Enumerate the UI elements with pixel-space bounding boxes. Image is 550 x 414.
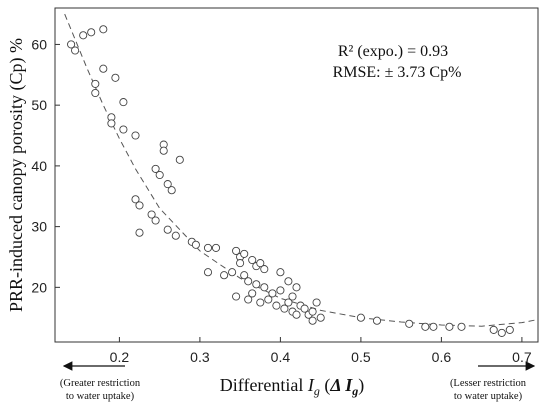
data-point	[276, 268, 285, 277]
data-point	[91, 88, 100, 98]
data-point	[280, 304, 289, 313]
data-point	[151, 164, 160, 173]
data-point	[248, 289, 257, 298]
data-point	[264, 295, 273, 304]
data-point	[232, 246, 241, 255]
right-note-line-2: to water uptake)	[454, 391, 523, 402]
y-tick-label: 50	[31, 97, 47, 113]
data-point	[248, 255, 257, 265]
data-point	[284, 277, 293, 286]
data-point	[457, 322, 466, 331]
data-point	[308, 316, 317, 325]
fit-curve	[64, 13, 539, 327]
y-tick-label: 20	[31, 279, 47, 295]
data-point	[131, 131, 140, 140]
data-point	[67, 40, 76, 49]
data-point	[284, 298, 293, 307]
data-point	[203, 243, 213, 252]
x-tick-label: 0.3	[190, 349, 210, 365]
data-point	[119, 125, 128, 134]
data-point	[445, 322, 454, 331]
data-point	[171, 231, 180, 240]
data-point	[135, 228, 144, 237]
data-point	[260, 283, 269, 292]
data-point	[147, 210, 156, 219]
data-point	[489, 325, 498, 334]
data-point	[135, 201, 144, 210]
y-tick-label: 40	[31, 158, 47, 174]
rmse-annotation: RMSE: ± 3.73 Cp%	[333, 64, 462, 81]
x-tick-label: 0.5	[351, 349, 371, 365]
data-point	[421, 322, 430, 331]
data-point	[99, 25, 108, 34]
data-point	[405, 319, 414, 328]
data-point	[292, 283, 301, 292]
data-point	[131, 195, 140, 204]
data-point	[159, 146, 168, 155]
data-point	[163, 225, 172, 234]
data-point	[79, 31, 88, 40]
data-point	[240, 271, 249, 280]
data-point	[268, 289, 277, 298]
right-note-line-1: (Lesser restriction	[450, 378, 527, 389]
data-point	[372, 316, 382, 325]
y-axis-title: PRR-induced canopy porosity (Cp) %	[6, 38, 27, 312]
data-point	[236, 259, 245, 268]
data-point	[119, 98, 128, 107]
y-tick-label: 30	[31, 219, 47, 235]
data-point	[292, 310, 301, 319]
data-point	[260, 265, 269, 274]
data-point	[163, 180, 172, 189]
x-tick-label: 0.6	[432, 349, 452, 365]
data-point	[276, 286, 285, 295]
left-note-line-1: (Greater restriction	[60, 378, 141, 389]
data-point	[91, 79, 100, 88]
data-point	[87, 28, 96, 37]
plot-frame	[54, 7, 539, 343]
data-point	[312, 298, 321, 307]
data-point	[288, 292, 297, 301]
y-tick-label: 60	[31, 36, 47, 52]
data-point	[191, 240, 200, 249]
x-axis-title: Differential Ig (Δ Ig)	[220, 375, 364, 398]
data-point	[167, 186, 176, 195]
data-point	[220, 271, 229, 280]
data-point	[244, 277, 253, 286]
data-point	[111, 73, 120, 82]
data-point	[497, 328, 506, 337]
data-point	[228, 268, 237, 277]
data-point	[151, 216, 160, 225]
x-tick-label: 0.7	[512, 349, 532, 365]
r-squared-annotation: R² (expo.) = 0.93	[338, 43, 448, 60]
left-note-line-2: to water uptake)	[66, 391, 135, 402]
y-axis-ticks: 20 30 40 50 60	[31, 36, 60, 295]
data-point	[256, 298, 265, 307]
data-point	[256, 259, 265, 268]
data-point	[107, 119, 116, 128]
data-point	[244, 295, 253, 304]
data-point	[71, 46, 80, 55]
x-tick-label: 0.4	[271, 349, 291, 365]
data-point	[203, 268, 213, 277]
data-point	[505, 325, 514, 334]
data-point	[308, 307, 317, 316]
data-point	[300, 304, 309, 313]
data-point	[155, 170, 164, 180]
data-point	[272, 301, 281, 310]
data-point	[211, 243, 221, 252]
x-tick-label: 0.2	[110, 349, 130, 365]
data-point	[316, 313, 325, 322]
x-axis-ticks: 0.2 0.3 0.4 0.5 0.6 0.7	[110, 337, 532, 365]
data-point	[232, 292, 241, 301]
data-point	[240, 249, 249, 258]
data-point	[252, 280, 261, 289]
data-point	[99, 64, 108, 73]
data-point	[356, 313, 365, 322]
data-points	[67, 25, 514, 337]
data-point	[429, 322, 438, 331]
data-point	[175, 155, 184, 164]
